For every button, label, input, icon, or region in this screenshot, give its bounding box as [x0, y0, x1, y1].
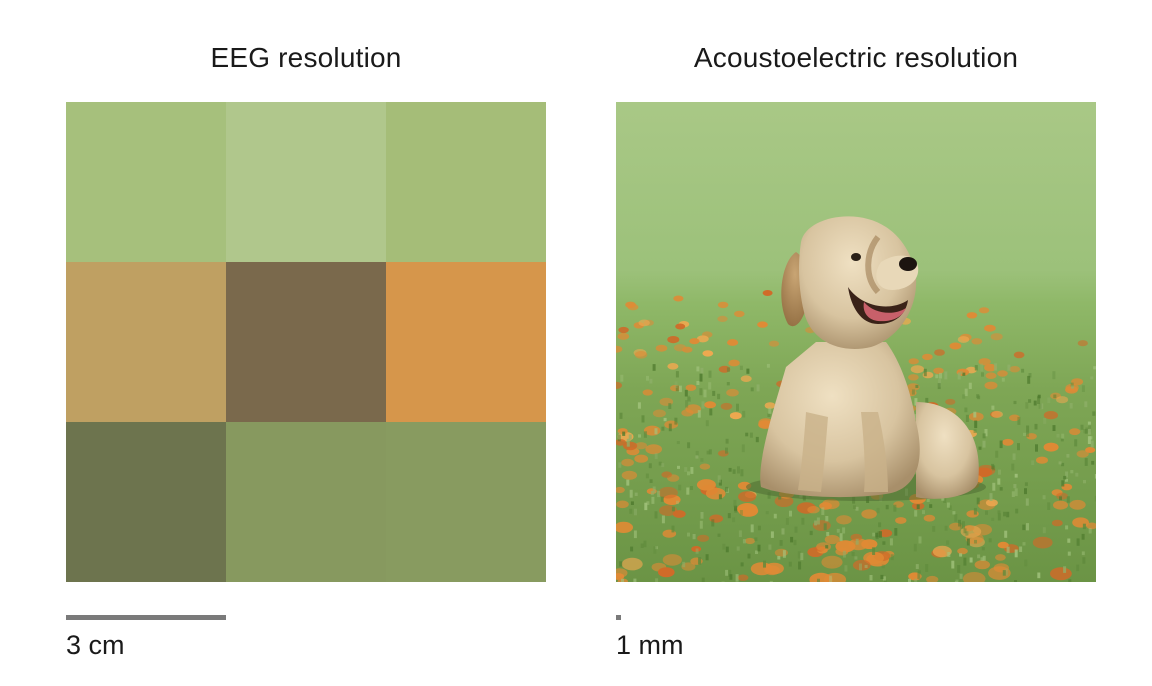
puppy: [746, 216, 986, 501]
eeg-cell: [66, 102, 226, 262]
eeg-cell: [386, 422, 546, 582]
eeg-cell: [226, 422, 386, 582]
acoustoelectric-high-resolution-image: [616, 102, 1096, 582]
eeg-cell: [386, 102, 546, 262]
eeg-panel-title: EEG resolution: [210, 42, 402, 73]
acoustoelectric-scale-label: 1 mm: [616, 630, 684, 660]
eeg-cell: [66, 262, 226, 422]
acoustoelectric-panel-title: Acoustoelectric resolution: [693, 42, 1019, 73]
eeg-cell: [66, 422, 226, 582]
eeg-scale-label: 3 cm: [66, 630, 125, 660]
eeg-cell: [226, 262, 386, 422]
eeg-scale-bar: [66, 615, 226, 620]
acoustoelectric-scale-bar: [616, 615, 621, 620]
grass-texture: [617, 363, 1096, 582]
eeg-cell: [386, 262, 546, 422]
eeg-low-resolution-image: [66, 102, 546, 582]
eeg-cell: [226, 102, 386, 262]
